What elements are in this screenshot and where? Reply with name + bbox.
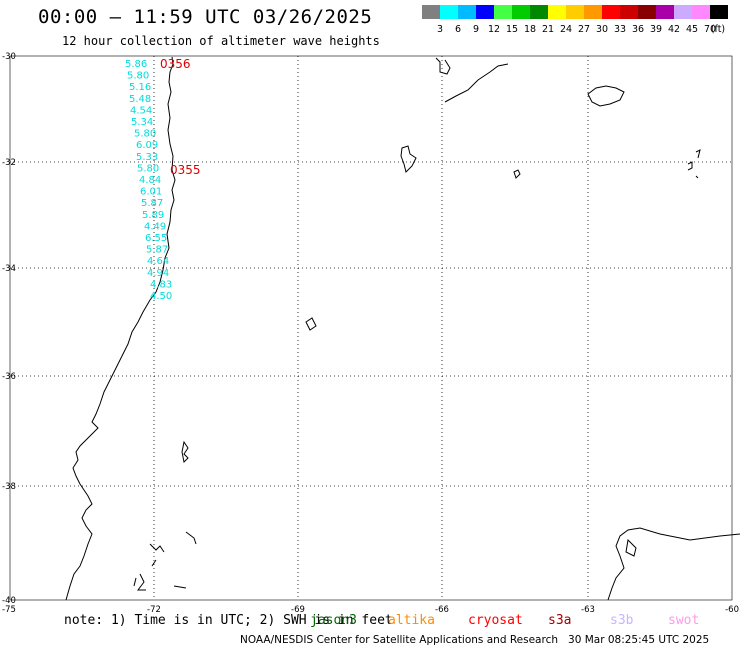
color-legend: 3 6 9 12 15 18 21 24 27 30 33 36 39 42 45 70(ft) [422,5,728,35]
swh-value-label: 6.09 [136,140,158,151]
satellite-label-swot: swot [668,613,700,628]
axis-labels: -30 -32 -34 -36 -38 -40-75 -72 -69 -66 -63 -60 [2,52,739,615]
lake-6 [133,531,197,591]
legend-swatch [548,5,566,19]
legend-swatch [656,5,674,19]
legend-tick-label: 3 [437,24,443,35]
swh-value-label: 5.87 [146,245,168,256]
lon-tick-label: -63 [581,605,595,615]
legend-tick-label: 45 [686,24,698,35]
swh-value-label: 5.34 [131,117,153,128]
swh-value-label: 4.54 [130,105,152,116]
lake-2 [513,169,521,179]
legend-tick-label: 27 [578,24,590,35]
pass-time-labels: 0356 0355 [160,57,201,177]
lon-tick-label: -69 [291,605,305,615]
legend-tick-label: 6 [455,24,461,35]
swh-value-label: 5.80 [137,163,159,174]
swh-values: 5.865.805.165.484.545.345.806.095.335.80… [125,59,172,302]
swh-value-label: 4.49 [144,221,166,232]
legend-tick-label: 70 [704,24,716,35]
swh-value-label: 5.87 [141,198,163,209]
satellite-label-jason3: jason3 [310,613,357,628]
swh-value-label: 4.84 [139,175,161,186]
legend-swatch [584,5,602,19]
lon-tick-label: -60 [725,605,739,615]
legend-swatch [476,5,494,19]
legend-swatch [512,5,530,19]
map-grid [9,55,733,601]
satellite-label-s3b: s3b [610,613,634,628]
legend-tick-label: 36 [632,24,644,35]
swh-value-label: 5.89 [142,210,164,221]
lake-3 [687,149,701,179]
legend-tick-label: 24 [560,24,572,35]
lake-1 [400,145,417,173]
swh-value-label: 5.80 [127,71,149,82]
swh-value-label: 4.83 [150,279,172,290]
legend-tick-label: 33 [614,24,626,35]
legend-swatch [638,5,656,19]
pass-time-label: 0356 [160,57,191,71]
legend-tick-label: 21 [542,24,554,35]
legend-swatch [494,5,512,19]
legend-swatch [674,5,692,19]
legend-tick-label: 18 [524,24,536,35]
satellite-label-s3a: s3a [548,613,572,628]
argentina-coast-north [435,57,509,103]
argentina-coast-south [607,527,740,601]
swh-value-label: 5.86 [125,59,147,70]
satellite-label-cryosat: cryosat [468,613,523,628]
legend-swatch [530,5,548,19]
chile-coastline [65,56,176,601]
legend-swatch [692,5,710,19]
lat-tick-label: -40 [2,596,16,606]
legend-tick-label: 39 [650,24,662,35]
page-title: 00:00 – 11:59 UTC 03/26/2025 [38,6,373,28]
lake-5 [181,440,189,464]
coastlines [65,56,740,601]
swh-value-label: 5.48 [129,94,151,105]
swh-value-label: 4.64 [147,256,169,267]
legend-swatch [566,5,584,19]
swh-value-label: 5.33 [136,152,158,163]
legend-unit-label: (ft) [711,24,725,35]
legend-swatch [458,5,476,19]
lat-tick-label: -32 [2,158,16,168]
legend-swatch [440,5,458,19]
lat-tick-label: -34 [2,264,16,274]
legend-swatch [710,5,728,19]
legend-tick-label: 30 [596,24,608,35]
legend-tick-label: 42 [668,24,680,35]
river-plate-coast [587,85,625,107]
lon-tick-label: -66 [435,605,449,615]
lat-tick-label: -38 [2,482,16,492]
lat-tick-label: -36 [2,372,16,382]
legend-swatch [422,5,440,19]
lon-tick-label: -72 [147,605,161,615]
legend-tick-label: 9 [473,24,479,35]
peninsula-outline [625,538,637,557]
legend-swatch [620,5,638,19]
legend-tick-label: 12 [488,24,500,35]
swh-value-label: 4.50 [150,291,172,302]
swh-value-label: 5.80 [134,129,156,140]
swh-value-label: 4.94 [147,268,169,279]
map-frame [9,55,733,601]
lon-tick-label: -75 [2,605,16,615]
credit-line: NOAA/NESDIS Center for Satellite Applica… [240,634,710,646]
legend-swatch [602,5,620,19]
footer-note: note: 1) Time is in UTC; 2) SWH is in fe… [64,613,393,628]
legend-tick-label: 15 [506,24,518,35]
lat-tick-label: -30 [2,52,16,62]
lake-4 [305,317,317,331]
swh-value-label: 6.55 [145,233,167,244]
pass-time-label: 0355 [170,163,201,177]
satellite-label-altika: altika [388,613,435,628]
swh-value-label: 5.16 [129,82,151,93]
swh-value-label: 6.01 [140,187,162,198]
page-subtitle: 12 hour collection of altimeter wave hei… [62,34,380,48]
